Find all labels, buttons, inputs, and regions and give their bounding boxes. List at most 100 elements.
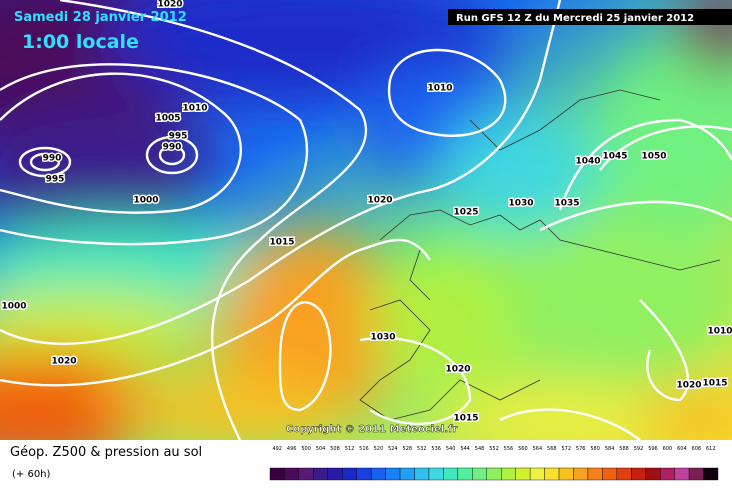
- scale-swatch: [284, 467, 300, 481]
- scale-label: 580: [590, 446, 600, 452]
- scale-label: 516: [359, 446, 369, 452]
- scale-label: 556: [504, 446, 514, 452]
- isobar-label: 1045: [602, 152, 627, 162]
- isobar-label: 1010: [182, 104, 207, 114]
- scale-swatch: [414, 467, 430, 481]
- scale-swatch: [645, 467, 661, 481]
- isobars: [0, 0, 732, 440]
- scale-swatch: [472, 467, 487, 481]
- scale-label: 540: [446, 446, 456, 452]
- footer: Géop. Z500 & pression au sol (+ 60h) 492…: [10, 445, 719, 481]
- scale-label: 600: [663, 446, 673, 452]
- scale-swatch: [443, 467, 459, 481]
- isobar-label: 1050: [641, 152, 666, 162]
- scale-label: 504: [316, 446, 326, 452]
- isobar-label: 995: [46, 175, 65, 185]
- scale-swatch: [515, 467, 531, 481]
- scale-label: 520: [374, 446, 384, 452]
- isobar-label: 1015: [269, 238, 294, 248]
- scale-label: 608: [692, 446, 702, 452]
- scale-label: 528: [403, 446, 413, 452]
- isobar-label: 990: [163, 143, 182, 153]
- scale-swatch: [342, 467, 357, 481]
- scale-swatch: [298, 467, 314, 481]
- run-info: Run GFS 12 Z du Mercredi 25 janvier 2012: [456, 13, 694, 24]
- scale-swatch: [587, 467, 603, 481]
- footer-lead: (+ 60h): [12, 469, 51, 480]
- weather-map: 1020 1010 1005 995 990 990 995 1000 1010…: [0, 0, 732, 440]
- isobar-label: 990: [43, 154, 62, 164]
- scale-swatch: [631, 467, 646, 481]
- scale-swatch: [370, 467, 386, 481]
- forecast-date: Samedi 28 janvier 2012: [14, 10, 187, 25]
- scale-swatch: [529, 467, 545, 481]
- isobar-label: 1020: [51, 357, 76, 367]
- scale-swatch: [602, 467, 618, 481]
- scale-label: 552: [489, 446, 499, 452]
- scale-swatch: [428, 467, 444, 481]
- isobar-labels: 1020 1010 1005 995 990 990 995 1000 1010…: [0, 0, 732, 425]
- footer-title: Géop. Z500 & pression au sol: [10, 445, 202, 460]
- scale-label: 612: [706, 446, 716, 452]
- scale-label: 500: [301, 446, 311, 452]
- scale-label: 536: [431, 446, 441, 452]
- scale-swatch: [327, 467, 343, 481]
- scale-label: 576: [576, 446, 586, 452]
- isobar-label: 1000: [1, 302, 26, 312]
- scale-label: 548: [475, 446, 485, 452]
- scale-label: 588: [619, 446, 629, 452]
- isobar-label: 1030: [508, 199, 533, 209]
- isobar-label: 1000: [133, 196, 158, 206]
- scale-label: 524: [388, 446, 398, 452]
- isobar-label: 1010: [427, 84, 452, 94]
- isobar-label: 1015: [453, 414, 478, 424]
- scale-swatch: [486, 467, 502, 481]
- scale-label: 532: [417, 446, 427, 452]
- isobar-label: 1030: [370, 333, 395, 343]
- isobar-label: 1020: [676, 381, 701, 391]
- scale-swatch: [659, 467, 675, 481]
- scale-label: 592: [634, 446, 644, 452]
- scale-swatch: [558, 467, 574, 481]
- run-box: [448, 9, 732, 25]
- scale-swatch: [501, 467, 516, 481]
- scale-swatch: [356, 467, 372, 481]
- scale-swatch: [573, 467, 589, 481]
- scale-label: 492: [272, 446, 282, 452]
- scale-label: 496: [287, 446, 297, 452]
- scale-label: 560: [518, 446, 528, 452]
- isobar-label: 1015: [702, 379, 727, 389]
- isobar-label: 1020: [367, 196, 392, 206]
- forecast-time: 1:00 locale: [22, 31, 139, 53]
- isobar-label: 1020: [157, 0, 182, 10]
- isobar-label: 995: [169, 132, 188, 142]
- color-scale: 492 496 500 504 508 512 516 520 524 528 532 536 540 5…: [269, 446, 719, 481]
- scale-swatch: [269, 467, 285, 481]
- scale-swatch: [703, 467, 719, 481]
- isobar-label: 1010: [707, 327, 732, 337]
- isobar-label: 1005: [155, 114, 180, 124]
- isobar-label: 1035: [554, 199, 579, 209]
- isobar-label: 1025: [453, 208, 478, 218]
- scale-swatch: [674, 467, 690, 481]
- isobar-label: 1040: [575, 157, 600, 167]
- isobar-label: 1020: [445, 365, 470, 375]
- scale-label: 544: [460, 446, 470, 452]
- scale-swatch: [313, 467, 329, 481]
- scale-label: 596: [648, 446, 658, 452]
- scale-label: 512: [345, 446, 355, 452]
- scale-label: 568: [547, 446, 557, 452]
- coastlines: [359, 89, 721, 421]
- scale-swatch: [385, 467, 401, 481]
- scale-swatch: [616, 467, 632, 481]
- scale-label: 564: [533, 446, 543, 452]
- scale-label: 508: [330, 446, 340, 452]
- scale-swatch: [399, 467, 415, 481]
- copyright: Copyright © 2011 Meteociel.fr: [286, 424, 457, 435]
- scale-label: 584: [605, 446, 615, 452]
- scale-swatch: [688, 467, 704, 481]
- scale-swatch: [544, 467, 560, 481]
- scale-swatch: [457, 467, 473, 481]
- scale-label: 604: [677, 446, 687, 452]
